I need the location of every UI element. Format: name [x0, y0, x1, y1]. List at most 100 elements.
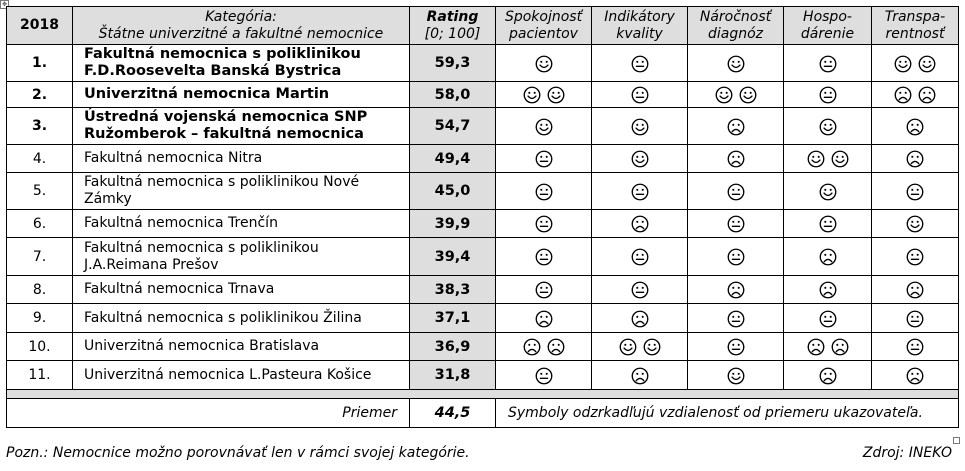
criterion-header-line: Transpa-	[884, 8, 946, 25]
symbol-cell-diagnosis-complexity	[687, 209, 784, 238]
symbol-cell-quality-indicators	[591, 360, 688, 390]
rank-cell: 11.	[6, 360, 73, 390]
neutral-face-icon	[819, 55, 836, 73]
rank-cell: 3.	[6, 107, 73, 145]
rating-cell: 31,8	[409, 360, 496, 390]
symbol-cell-economy	[783, 209, 872, 238]
hospital-name-line: Fakultná nemocnica s poliklinikou	[84, 239, 319, 256]
hospital-name-line: Fakultná nemocnica Trnava	[84, 281, 275, 297]
neutral-face-icon	[819, 86, 836, 104]
smiley-face-icon	[535, 55, 552, 73]
symbol-cell-diagnosis-complexity	[687, 275, 784, 304]
neutral-face-icon	[535, 367, 552, 385]
symbol-cell-quality-indicators	[591, 303, 688, 333]
notes-line: Pozn.: Nemocnice možno porovnávať len v …	[6, 445, 958, 461]
table-body: 1. Fakultná nemocnica s poliklinikou F.D.R…	[6, 44, 959, 390]
symbol-cell-transparency	[871, 275, 959, 304]
table-row: 4. Fakultná nemocnica Nitra 49,4	[6, 144, 959, 173]
smiley-face-icon	[894, 55, 912, 73]
smiley-face-icon	[643, 338, 660, 356]
table-row: 9. Fakultná nemocnica s poliklinikou Žili…	[6, 303, 959, 333]
criterion-header-quality-indicators: Indikátory kvality	[591, 6, 688, 45]
hospital-name-line: Fakultná nemocnica s poliklinikou Nové	[84, 174, 360, 190]
hospital-name-line: Fakultná nemocnica s poliklinikou	[84, 46, 361, 62]
neutral-face-icon	[535, 281, 552, 299]
spacer-cell	[6, 389, 959, 399]
average-label: Priemer	[6, 398, 410, 428]
criterion-header-line: Spokojnosť	[504, 8, 583, 25]
symbol-cell-transparency	[871, 81, 959, 108]
rating-cell: 58,0	[409, 81, 496, 108]
hospital-name-cell: Fakultná nemocnica s poliklinikou F.D.Roo…	[72, 44, 410, 82]
table-row: 7. Fakultná nemocnica s poliklinikou J.A.R…	[6, 237, 959, 276]
hospital-name-line: Univerzitná nemocnica L.Pasteura Košice	[84, 366, 372, 383]
rank-cell: 10.	[6, 332, 73, 361]
symbol-cell-diagnosis-complexity	[687, 144, 784, 173]
symbol-cell-diagnosis-complexity	[687, 237, 784, 276]
criterion-header-satisfaction: Spokojnosť pacientov	[495, 6, 592, 45]
symbol-cell-economy	[783, 144, 872, 173]
frowning-face-icon	[906, 118, 924, 136]
symbol-cell-economy	[783, 360, 872, 390]
hospital-name-line: Ružomberok – fakultná nemocnica	[84, 126, 364, 142]
smiley-face-icon	[523, 86, 540, 104]
symbol-cell-satisfaction	[495, 172, 592, 210]
symbol-cell-economy	[783, 303, 872, 333]
symbol-cell-economy	[783, 81, 872, 108]
source-note: Zdroj: INEKO	[862, 445, 952, 461]
hospital-name-line: F.D.Roosevelta Banská Bystrica	[84, 63, 342, 79]
frowning-face-icon	[631, 310, 648, 328]
rating-cell: 54,7	[409, 107, 496, 145]
neutral-face-icon	[535, 215, 552, 233]
smiley-face-icon	[918, 55, 936, 73]
neutral-face-icon	[819, 215, 836, 233]
criterion-header-line: Náročnosť	[699, 8, 772, 25]
category-title: Kategória:	[205, 8, 277, 25]
rank-cell: 4.	[6, 144, 73, 173]
symbol-cell-satisfaction	[495, 332, 592, 361]
hospital-name-cell: Univerzitná nemocnica L.Pasteura Košice	[72, 360, 410, 390]
smiley-face-icon	[819, 183, 836, 201]
category-header: Kategória: Štátne univerzitné a fakultné…	[72, 6, 410, 45]
neutral-face-icon	[631, 55, 648, 73]
rating-cell: 59,3	[409, 44, 496, 82]
frowning-face-icon	[906, 367, 924, 385]
rank-cell: 9.	[6, 303, 73, 333]
smiley-face-icon	[547, 86, 564, 104]
symbol-cell-satisfaction	[495, 303, 592, 333]
criterion-header-transparency: Transpa- rentnosť	[871, 6, 959, 45]
neutral-face-icon	[727, 338, 744, 356]
neutral-face-icon	[727, 215, 744, 233]
smiley-face-icon	[831, 150, 848, 168]
frowning-face-icon	[727, 150, 744, 168]
symbol-cell-diagnosis-complexity	[687, 172, 784, 210]
frowning-face-icon	[819, 248, 836, 266]
symbol-cell-quality-indicators	[591, 209, 688, 238]
neutral-face-icon	[631, 281, 648, 299]
hospital-name-line: Univerzitná nemocnica Bratislava	[84, 338, 320, 354]
frowning-face-icon	[727, 281, 744, 299]
smiley-face-icon	[535, 118, 552, 136]
symbol-cell-transparency	[871, 303, 959, 333]
smiley-face-icon	[739, 86, 756, 104]
symbol-cell-transparency	[871, 237, 959, 276]
neutral-face-icon	[535, 248, 552, 266]
frowning-face-icon	[535, 310, 552, 328]
table-resize-handle[interactable]	[953, 437, 960, 444]
hospital-name-cell: Fakultná nemocnica s poliklinikou J.A.Rei…	[72, 237, 410, 276]
frowning-face-icon	[918, 86, 936, 104]
table-move-handle-icon[interactable]: ✥	[0, 0, 9, 9]
smiley-face-icon	[631, 150, 648, 168]
hospital-name-cell: Fakultná nemocnica Trnava	[72, 275, 410, 304]
symbol-cell-satisfaction	[495, 144, 592, 173]
table-row: 5. Fakultná nemocnica s poliklinikou Nové…	[6, 172, 959, 210]
symbol-cell-transparency	[871, 360, 959, 390]
symbol-cell-satisfaction	[495, 107, 592, 145]
symbol-cell-economy	[783, 275, 872, 304]
category-note: Pozn.: Nemocnice možno porovnávať len v …	[6, 445, 470, 461]
header-row: 2018 Kategória: Štátne univerzitné a fak…	[6, 6, 959, 45]
hospital-name-cell: Fakultná nemocnica s poliklinikou Nové Zá…	[72, 172, 410, 210]
frowning-face-icon	[894, 86, 912, 104]
hospital-name-cell: Ústredná vojenská nemocnica SNP Ružombero…	[72, 107, 410, 145]
rating-header: Rating [0; 100]	[409, 6, 496, 45]
